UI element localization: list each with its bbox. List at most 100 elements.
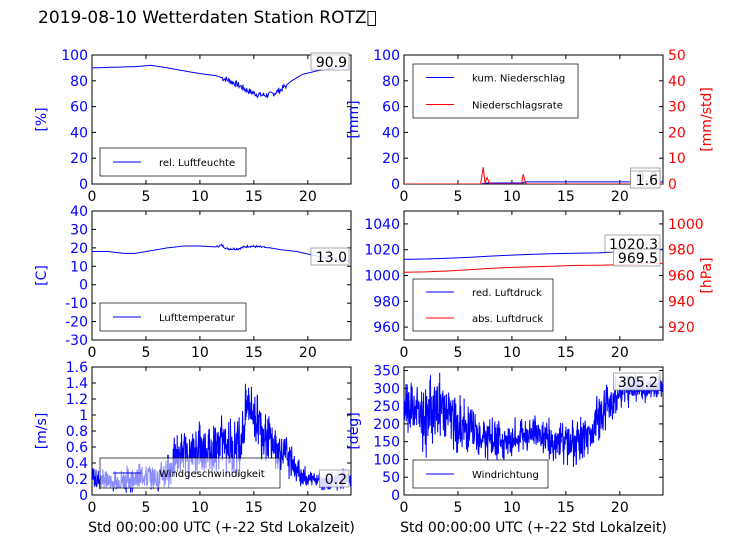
x-tick-label: 0 — [400, 189, 409, 205]
x-axis-label: Std 00:00:00 UTC (+-22 Std Lokalzeit) — [400, 520, 667, 536]
x-tick-label: 0 — [400, 500, 409, 516]
y-tick-label: 350 — [373, 364, 400, 380]
x-tick-label: 5 — [141, 345, 150, 361]
y-axis-label: [mm] — [346, 100, 362, 138]
value-label-box — [310, 247, 350, 266]
y-tick-label: 30 — [70, 222, 88, 238]
chart-panel-humidity: 0 5 10 15 20 0 20 40 60 80 100 [%] 90.9 rel. Luftfeuc… — [34, 48, 352, 205]
x-tick-label: 5 — [453, 500, 462, 516]
y-tick-label: -10 — [65, 296, 88, 312]
x-tick-label: 10 — [191, 500, 209, 516]
y-tick-label: 80 — [382, 74, 400, 90]
y-tick-label: -20 — [65, 315, 88, 331]
x-tick-label: 15 — [557, 500, 575, 516]
value-label: 13.0 — [316, 250, 347, 266]
x-tick-label: 20 — [611, 500, 629, 516]
value-label-box — [310, 52, 350, 71]
y-tick-label: 1.2 — [66, 392, 88, 408]
y-tick-label-right: 920 — [668, 320, 695, 336]
x-tick-label: 15 — [245, 500, 263, 516]
legend: Lufttemperatur — [99, 302, 247, 332]
y-tick-label: 50 — [382, 470, 400, 486]
x-tick-label: 20 — [299, 189, 317, 205]
x-tick-label: 10 — [503, 500, 521, 516]
y-tick-label: 40 — [382, 125, 400, 141]
x-tick-label: 15 — [557, 345, 575, 361]
series-line-precipitation-0 — [404, 181, 663, 184]
value-label-right-box — [613, 248, 661, 267]
y-tick-label: 80 — [70, 74, 88, 90]
y-tick-label-right: 1000 — [668, 217, 704, 233]
figure-title: 2019-08-10 Wetterdaten Station ROTZ  — [38, 8, 377, 28]
x-tick-label: 20 — [611, 345, 629, 361]
y-axis-label: [C] — [34, 265, 50, 286]
legend-label: Windgeschwindigkeit — [159, 469, 265, 480]
x-tick-label: 0 — [88, 345, 97, 361]
legend: Windgeschwindigkeit — [99, 457, 281, 489]
y-tick-label-right: 10 — [668, 151, 686, 167]
y-tick-label: 980 — [373, 294, 400, 310]
y-tick-label-right: 50 — [668, 48, 686, 64]
x-tick-label: 0 — [88, 189, 97, 205]
y-tick-label: 960 — [373, 320, 400, 336]
value-label-box — [613, 372, 661, 391]
y-tick-label: 10 — [70, 259, 88, 275]
legend: rel. Luftfeuchte — [99, 147, 247, 177]
x-tick-label: 5 — [453, 189, 462, 205]
x-axis-label: Std 00:00:00 UTC (+-22 Std Lokalzeit) — [88, 520, 355, 536]
legend: kum. Niederschlag Niederschlagsrate — [412, 63, 579, 119]
y-tick-label: 0 — [79, 488, 88, 504]
legend-frame — [412, 63, 579, 119]
y-tick-label: 40 — [70, 125, 88, 141]
y-tick-label: 0.8 — [66, 424, 88, 440]
y-tick-label: 60 — [70, 100, 88, 116]
x-tick-label: 10 — [503, 189, 521, 205]
y-tick-label-right: 940 — [668, 294, 695, 310]
y-tick-label-right: 30 — [668, 100, 686, 116]
value-label: 305.2 — [618, 375, 658, 391]
y-tick-label: 20 — [70, 151, 88, 167]
y-tick-label: 60 — [382, 100, 400, 116]
y-tick-label: 100 — [373, 48, 400, 64]
legend-label: rel. Luftfeuchte — [159, 158, 235, 169]
y-tick-label-right: 980 — [668, 243, 695, 259]
x-tick-label: 5 — [141, 189, 150, 205]
y-tick-label-right: 960 — [668, 269, 695, 285]
y-tick-label: 1040 — [364, 217, 400, 233]
legend-frame — [412, 278, 554, 332]
x-tick-label: 0 — [88, 500, 97, 516]
y-tick-label: 1 — [79, 408, 88, 424]
x-tick-label: 10 — [191, 345, 209, 361]
y-axis-label-right: [hPa] — [699, 257, 715, 293]
y-tick-label-right: 20 — [668, 125, 686, 141]
series-line-temperature-0 — [92, 243, 349, 262]
y-tick-label: 0 — [391, 488, 400, 504]
value-label-right: 969.5 — [618, 251, 658, 267]
y-tick-label: 40 — [70, 204, 88, 220]
y-axis-label: [%] — [34, 107, 50, 131]
x-tick-label: 10 — [503, 345, 521, 361]
chart-panel-pressure: 0 5 10 15 20 960 980 1000 1020 1040 920 940 960 980 10… — [364, 210, 715, 361]
y-tick-label: 250 — [373, 399, 400, 415]
y-tick-label: 100 — [61, 48, 88, 64]
y-tick-label: 150 — [373, 435, 400, 451]
chart-panel-temperature: 0 5 10 15 20 -30 -20 -10 0 10 20 30 40 [C] 13.0 Lufttem… — [34, 204, 352, 361]
y-axis-label: [m/s] — [34, 413, 50, 450]
y-tick-label: 200 — [373, 417, 400, 433]
y-tick-label: 20 — [382, 151, 400, 167]
y-tick-label: 1.6 — [66, 360, 88, 376]
y-tick-label: 1.4 — [66, 376, 88, 392]
y-tick-label: 0.4 — [66, 456, 88, 472]
y-tick-label-right: 40 — [668, 74, 686, 90]
value-label-box — [319, 469, 350, 488]
legend-label: Lufttemperatur — [159, 313, 236, 324]
y-tick-label: 0.6 — [66, 440, 88, 456]
y-axis-label-right: [mm/std] — [699, 87, 715, 152]
x-tick-label: 5 — [453, 345, 462, 361]
y-tick-label: 100 — [373, 452, 400, 468]
value-label: 0.2 — [325, 472, 347, 488]
x-tick-label: 0 — [400, 345, 409, 361]
y-tick-label-right: 0 — [668, 177, 677, 193]
y-tick-label: 20 — [70, 241, 88, 257]
